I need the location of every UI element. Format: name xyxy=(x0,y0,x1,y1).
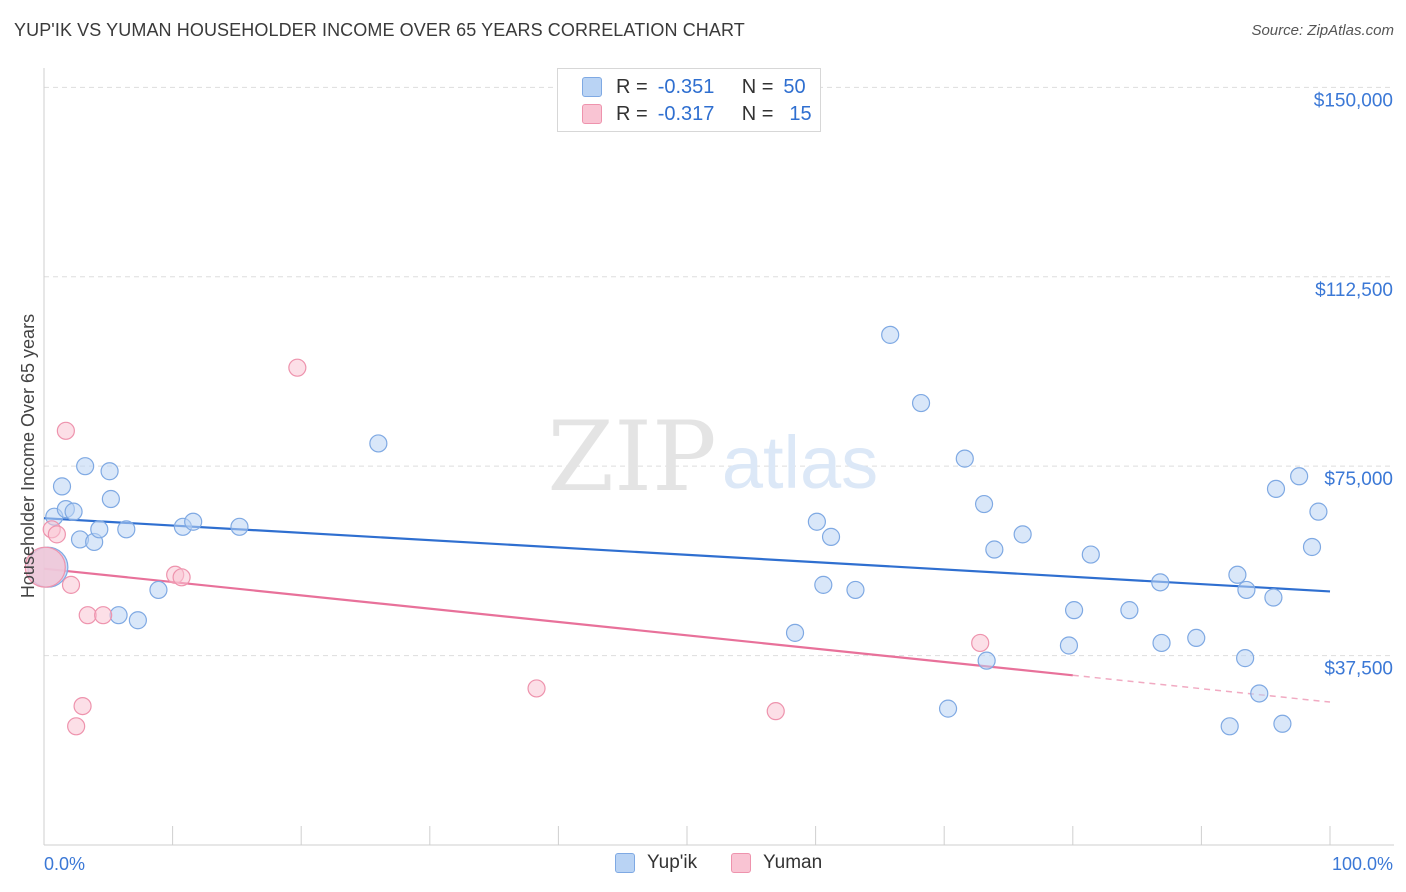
yupik-point xyxy=(76,457,95,476)
yupik-point xyxy=(101,489,120,509)
yuman-point xyxy=(67,717,86,736)
series-legend: Yup'ik Yuman xyxy=(0,852,1406,878)
legend-item-yuman[interactable]: Yuman xyxy=(731,852,822,874)
yuman-point xyxy=(24,546,66,588)
yupik-point xyxy=(1250,684,1269,703)
chart-title: YUP'IK VS YUMAN HOUSEHOLDER INCOME OVER … xyxy=(14,20,745,40)
yupik-point xyxy=(785,623,805,642)
legend-r-value: -0.351 xyxy=(657,75,715,98)
yuman-point xyxy=(94,606,113,625)
yupik-point xyxy=(1237,580,1256,600)
yupik-point xyxy=(117,520,136,539)
yupik-point xyxy=(128,611,147,630)
yupik-point xyxy=(846,580,865,600)
yupik-point xyxy=(1064,601,1084,620)
yupik-point xyxy=(955,449,974,468)
yupik-point xyxy=(184,512,203,531)
yupik-point xyxy=(938,699,958,718)
yuman-trend-extension xyxy=(1072,674,1331,703)
yupik-point xyxy=(814,575,833,594)
yupik-point xyxy=(1228,565,1247,584)
yupik-point xyxy=(1302,537,1322,557)
y-tick-label: $150,000 xyxy=(1314,90,1393,111)
legend-n-label: N = xyxy=(741,102,774,125)
legend-item-yupik[interactable]: Yup'ik xyxy=(615,852,697,874)
watermark-zip: ZIP xyxy=(547,401,716,513)
legend-row-yupik: R = -0.351 N = 50 xyxy=(558,74,806,100)
yuman-point xyxy=(56,421,75,440)
yupik-point xyxy=(100,462,119,481)
y-tick-label: $75,000 xyxy=(1324,469,1393,490)
yupik-point xyxy=(369,434,388,453)
yupik-point xyxy=(1266,479,1286,499)
yupik-point xyxy=(1220,717,1239,736)
legend-n-value: 50 xyxy=(783,75,806,98)
yuman-point xyxy=(61,575,81,594)
axes: $37,500 $75,000 $112,500 $150,000 xyxy=(43,68,1394,846)
yupik-point xyxy=(1120,601,1139,620)
data-points xyxy=(24,325,1328,736)
yupik-point xyxy=(1309,502,1328,521)
watermark-atlas: atlas xyxy=(722,421,878,504)
yuman-legend-icon xyxy=(731,853,751,873)
legend-row-yuman: R = -0.317 N = 15 xyxy=(558,101,812,127)
yupik-point xyxy=(230,517,249,536)
x-tick-label-max: 100.0% xyxy=(1332,854,1393,874)
yupik-point xyxy=(90,520,109,539)
correlation-legend: R = -0.351 N = 50 R = -0.317 N = 15 xyxy=(557,68,821,132)
yupik-point xyxy=(881,325,900,344)
yupik-point xyxy=(64,502,83,521)
y-tick-label: $37,500 xyxy=(1324,659,1393,680)
legend-n-value: 15 xyxy=(789,102,812,125)
yuman-point xyxy=(527,679,546,698)
gridlines xyxy=(44,86,1394,657)
yupik-point xyxy=(1013,525,1032,544)
legend-item-label: Yup'ik xyxy=(647,852,698,873)
yuman-trend-line xyxy=(43,567,1073,677)
yupik-point xyxy=(985,540,1004,559)
watermark: ZIP atlas xyxy=(547,401,878,513)
yuman-point xyxy=(47,525,66,544)
yupik-trend-line xyxy=(43,517,1331,593)
yuman-point xyxy=(288,358,307,377)
yuman-swatch-icon xyxy=(582,104,602,124)
yupik-point xyxy=(974,494,994,514)
yupik-point xyxy=(1264,588,1283,607)
yupik-point xyxy=(911,393,931,413)
yupik-point xyxy=(1151,573,1170,592)
trend-lines xyxy=(43,517,1331,703)
y-axis-label: Householder Income Over 65 years xyxy=(18,314,38,598)
legend-r-label: R = xyxy=(616,102,648,125)
legend-r-value: -0.317 xyxy=(657,102,715,125)
yuman-point xyxy=(78,606,97,625)
legend-item-label: Yuman xyxy=(763,852,823,873)
yupik-point xyxy=(1273,714,1292,733)
yupik-point xyxy=(149,580,168,600)
yuman-point xyxy=(73,696,92,716)
yupik-point xyxy=(52,477,72,496)
yuman-point xyxy=(766,702,785,721)
yupik-point xyxy=(807,512,826,531)
yuman-point xyxy=(172,568,191,587)
yupik-swatch-icon xyxy=(582,77,602,97)
yupik-legend-icon xyxy=(615,853,635,873)
yupik-point xyxy=(109,606,128,625)
yupik-point xyxy=(1187,628,1206,648)
yupik-point xyxy=(1290,467,1309,486)
yupik-point xyxy=(1081,545,1100,564)
yupik-point xyxy=(1059,636,1079,655)
source-label: Source: ZipAtlas.com xyxy=(1251,22,1394,39)
legend-n-label: N = xyxy=(741,75,774,98)
yupik-point xyxy=(977,651,996,670)
y-tick-label: $112,500 xyxy=(1315,280,1393,301)
yupik-point xyxy=(1236,649,1255,668)
yupik-point xyxy=(1152,633,1171,653)
yupik-point xyxy=(821,527,841,546)
yuman-point xyxy=(971,633,990,653)
x-tick-label-min: 0.0% xyxy=(44,854,85,874)
legend-r-label: R = xyxy=(616,75,648,98)
